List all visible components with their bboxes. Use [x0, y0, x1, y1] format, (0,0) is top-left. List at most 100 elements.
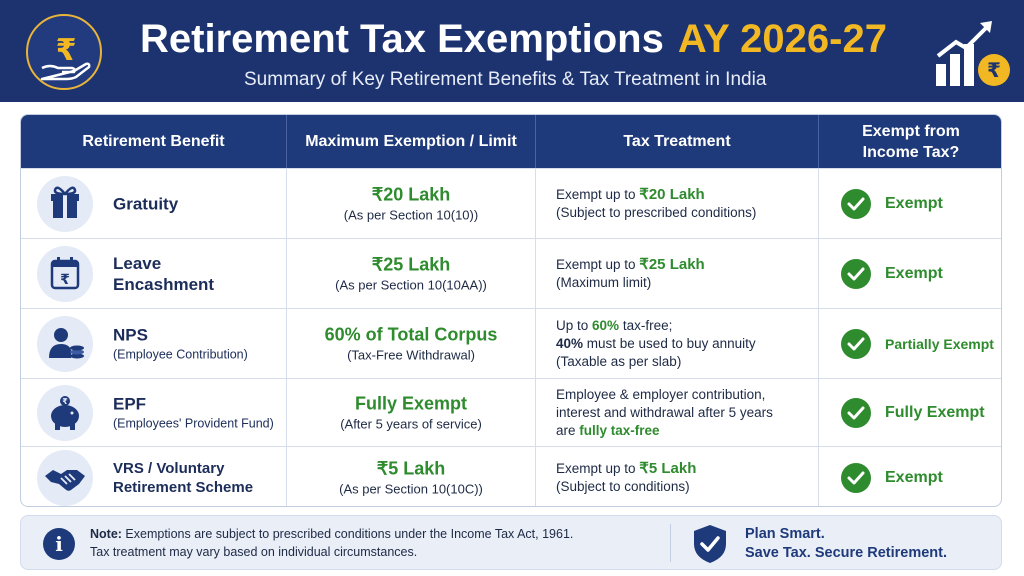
limit-cell: ₹5 Lakh (As per Section 10(10C)) [287, 447, 536, 506]
benefit-name: VRS / Voluntary Retirement Scheme [113, 459, 253, 497]
benefit-title: EPF [113, 394, 147, 413]
piggy-bank-icon: ₹ [37, 384, 93, 441]
benefit-name: NPS (Employee Contribution) [113, 324, 248, 363]
benefit-title-line1: Leave [113, 253, 162, 273]
footer-note-bar: i Note: Exemptions are subject to prescr… [20, 515, 1002, 570]
note-text-line1: Exemptions are subject to prescribed con… [121, 527, 574, 541]
page-subtitle: Summary of Key Retirement Benefits & Tax… [244, 69, 767, 90]
header-limit: Maximum Exemption / Limit [287, 115, 536, 168]
note-label: Note: [90, 527, 122, 541]
treatment-note: (Subject to prescribed conditions) [556, 204, 757, 220]
exempt-cell: Partially Exempt [819, 309, 1001, 378]
handshake-icon [37, 449, 93, 506]
treatment-note: (Maximum limit) [556, 274, 652, 290]
svg-text:₹: ₹ [60, 272, 70, 288]
header-exempt-line2: Income Tax? [862, 143, 960, 161]
table-row-nps: NPS (Employee Contribution) 60% of Total … [21, 308, 1001, 378]
rupee-hand-icon: ₹ [26, 14, 102, 90]
benefit-title-line2: Retirement Scheme [113, 478, 254, 496]
benefit-name: Gratuity [113, 193, 178, 214]
note-text-line2: Tax treatment may vary based on individu… [90, 545, 418, 559]
svg-text:₹: ₹ [987, 58, 1001, 82]
benefit-cell: ₹ EPF (Employees' Provident Fund) [21, 379, 287, 446]
treatment-cell: Exempt up to ₹25 Lakh (Maximum limit) [536, 239, 819, 308]
benefit-cell: Gratuity [21, 169, 287, 238]
shield-check-icon [694, 525, 726, 563]
exempt-cell: Exempt [819, 169, 1001, 238]
benefit-cell: ₹ Leave Encashment [21, 239, 287, 308]
limit-note: (After 5 years of service) [340, 416, 482, 431]
limit-value: 60% of Total Corpus [324, 324, 498, 344]
treatment-l3: (Taxable as per slab) [556, 353, 682, 369]
exempt-status: Exempt [885, 468, 943, 486]
treatment-l3-prefix: are [556, 422, 580, 438]
header-banner: ₹ Retirement Tax Exemptions AY 2026-27 Su… [0, 0, 1024, 102]
treatment-l3-highlight: fully tax-free [579, 422, 660, 438]
exempt-cell: Fully Exempt [819, 379, 1001, 446]
treatment-l2-suffix: must be used to buy annuity [583, 335, 756, 351]
svg-text:₹: ₹ [62, 397, 68, 406]
limit-value: ₹25 Lakh [371, 254, 451, 274]
limit-cell: 60% of Total Corpus (Tax-Free Withdrawal) [287, 309, 536, 378]
treatment-highlight: ₹5 Lakh [639, 459, 697, 477]
limit-note: (As per Section 10(10C)) [339, 481, 483, 496]
plan-slogan: Plan Smart. Save Tax. Secure Retirement. [745, 525, 947, 563]
limit-cell: ₹20 Lakh (As per Section 10(10)) [287, 169, 536, 238]
treatment-highlight: ₹20 Lakh [639, 185, 705, 203]
plan-line2: Save Tax. Secure Retirement. [745, 545, 948, 561]
exempt-cell: Exempt [819, 239, 1001, 308]
treatment-highlight: ₹25 Lakh [639, 255, 705, 273]
treatment-l1-highlight: 60% [592, 317, 620, 333]
table-header: Retirement Benefit Maximum Exemption / L… [21, 115, 1001, 168]
footer-divider [670, 524, 671, 562]
plan-line1: Plan Smart. [745, 526, 825, 542]
header-benefit: Retirement Benefit [21, 115, 287, 168]
benefit-name: EPF (Employees' Provident Fund) [113, 393, 274, 432]
page-title: Retirement Tax Exemptions AY 2026-27 [140, 17, 887, 62]
benefit-title: Gratuity [113, 194, 179, 213]
check-circle-icon [841, 188, 871, 219]
limit-value: Fully Exempt [354, 393, 468, 413]
info-icon: i [43, 528, 75, 560]
gift-icon [37, 175, 93, 232]
check-circle-icon [841, 258, 871, 289]
check-circle-icon [841, 397, 871, 428]
benefits-table: Retirement Benefit Maximum Exemption / L… [20, 114, 1002, 507]
benefit-subtitle: (Employees' Provident Fund) [113, 416, 274, 430]
treatment-l1-suffix: tax-free; [619, 317, 673, 333]
exempt-status: Exempt [885, 194, 943, 212]
limit-cell: Fully Exempt (After 5 years of service) [287, 379, 536, 446]
treatment-cell: Up to 60% tax-free; 40% must be used to b… [536, 309, 819, 378]
table-row-epf: ₹ EPF (Employees' Provident Fund) Fully E… [21, 378, 1001, 446]
benefit-subtitle: (Employee Contribution) [113, 347, 248, 361]
table-row-vrs: VRS / Voluntary Retirement Scheme ₹5 Lakh… [21, 446, 1001, 506]
treatment-prefix: Exempt up to [556, 256, 640, 272]
limit-cell: ₹25 Lakh (As per Section 10(10AA)) [287, 239, 536, 308]
exempt-status: Fully Exempt [885, 403, 985, 421]
table-row-leave-encashment: ₹ Leave Encashment ₹25 Lakh (As per Sectio… [21, 238, 1001, 308]
limit-value: ₹20 Lakh [371, 184, 451, 204]
benefit-title-line2: Encashment [113, 274, 215, 294]
treatment-l1: Employee & employer contribution, [556, 386, 766, 402]
treatment-l2: interest and withdrawal after 5 years [556, 404, 773, 420]
treatment-cell: Exempt up to ₹20 Lakh (Subject to prescri… [536, 169, 819, 238]
assessment-year: AY 2026-27 [677, 17, 887, 61]
benefit-cell: VRS / Voluntary Retirement Scheme [21, 447, 287, 506]
treatment-l1-prefix: Up to [556, 317, 593, 333]
treatment-l2-bold: 40% [556, 335, 584, 351]
check-circle-icon [841, 462, 871, 493]
limit-note: (As per Section 10(10)) [343, 207, 479, 222]
benefit-title-line1: VRS / Voluntary [113, 459, 225, 477]
limit-value: ₹5 Lakh [376, 458, 446, 478]
treatment-cell: Exempt up to ₹5 Lakh (Subject to conditio… [536, 447, 819, 506]
limit-note: (As per Section 10(10AA)) [335, 277, 487, 292]
header-exempt-line1: Exempt from [862, 122, 960, 140]
treatment-prefix: Exempt up to [556, 186, 640, 202]
table-row-gratuity: Gratuity ₹20 Lakh (As per Section 10(10))… [21, 168, 1001, 238]
calendar-rupee-icon: ₹ [37, 245, 93, 302]
benefit-name: Leave Encashment [113, 253, 214, 295]
treatment-prefix: Exempt up to [556, 460, 640, 476]
benefit-cell: NPS (Employee Contribution) [21, 309, 287, 378]
header-exempt: Exempt from Income Tax? [819, 115, 1001, 168]
check-circle-icon [841, 328, 871, 359]
